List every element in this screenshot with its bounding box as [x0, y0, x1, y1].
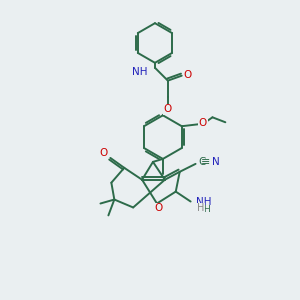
Text: O: O	[184, 70, 192, 80]
Text: O: O	[199, 118, 207, 128]
Text: H: H	[197, 203, 204, 214]
Text: O: O	[99, 148, 108, 158]
Text: C: C	[199, 157, 206, 167]
Text: O: O	[164, 104, 172, 114]
Text: NH: NH	[131, 67, 147, 77]
Text: H: H	[203, 205, 210, 214]
Text: N: N	[212, 157, 220, 167]
Text: NH: NH	[196, 196, 211, 206]
Text: ≡: ≡	[201, 157, 210, 167]
Text: O: O	[155, 203, 163, 214]
